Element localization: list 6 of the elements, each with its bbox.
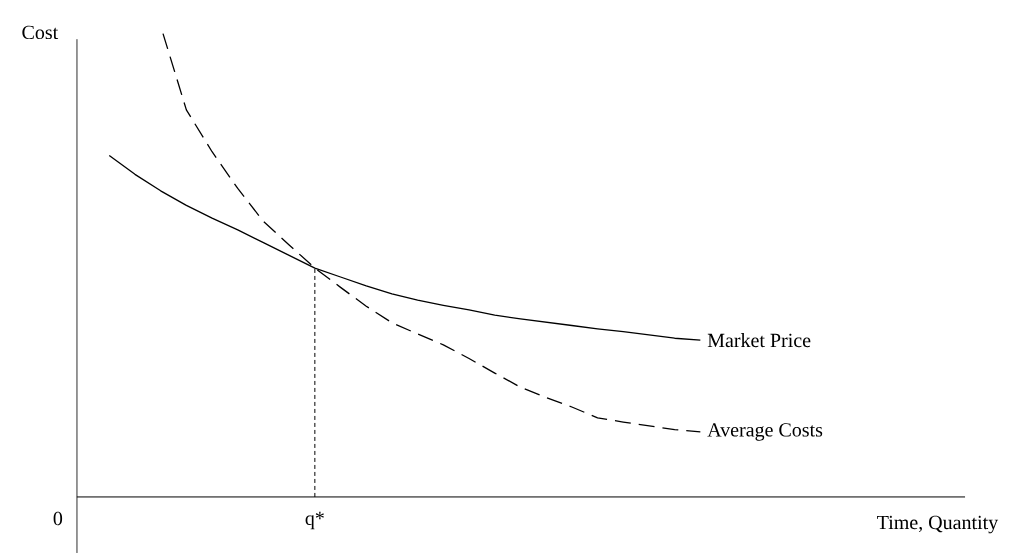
series-label: Market Price (707, 333, 811, 348)
x-tick-label: q* (305, 511, 324, 530)
x-axis-title: Time, Quantity (877, 515, 999, 534)
series-label: Average Costs (707, 423, 823, 441)
x-tick-label: 0 (53, 511, 63, 526)
y-axis-title: Cost (22, 25, 59, 40)
